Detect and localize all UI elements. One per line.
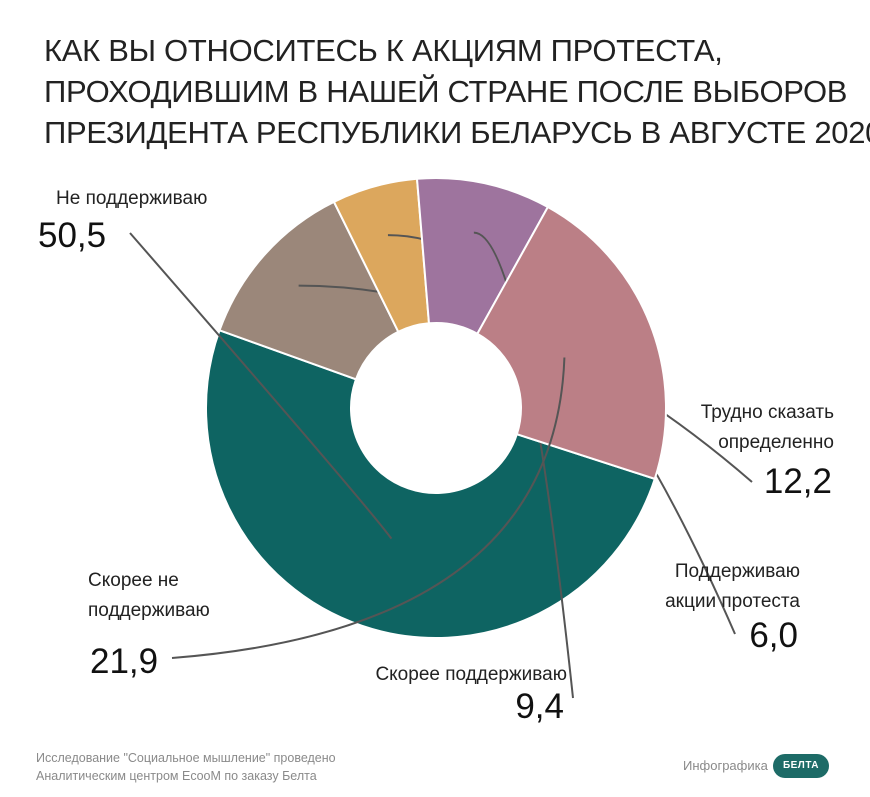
slice-label-line: акции протеста [665,591,800,612]
slice-label-line: Трудно сказать [700,402,834,423]
slice-value-hard-to-say: 12,2 [763,462,832,501]
slice-label-line: Поддерживаю [674,561,800,582]
slice-label-rather-not-support: Скорее не поддерживаю [88,566,210,626]
slice-value-support: 6,0 [749,616,798,655]
source-line: Аналитическим центром EcooM по заказу Бе… [36,769,317,783]
source-note: Исследование "Социальное мышление" прове… [36,749,336,785]
slice-label-line: Скорее не [88,570,179,591]
slice-label-support: Поддерживаю акции протеста [665,557,800,617]
slice-label-line: Не поддерживаю [56,188,208,209]
slice-not-support [205,329,657,639]
slice-label-line: поддерживаю [88,600,210,621]
slice-rather-not-support [475,205,667,481]
title-line: КАК ВЫ ОТНОСИТЕСЬ К АКЦИЯМ ПРОТЕСТА, [44,33,723,68]
source-line: Исследование "Социальное мышление" прове… [36,751,336,765]
slice-label-line: Скорее поддерживаю [375,664,567,685]
title-line: ПРЕЗИДЕНТА РЕСПУБЛИКИ БЕЛАРУСЬ В АВГУСТЕ… [44,115,870,150]
slice-label-rather-support: Скорее поддерживаю [375,660,567,690]
slice-label-hard-to-say: Трудно сказать определенно [701,398,834,458]
chart-title: КАК ВЫ ОТНОСИТЕСЬ К АКЦИЯМ ПРОТЕСТА, ПРО… [44,30,870,153]
belta-logo: БЕЛТА [773,754,829,778]
slice-hard-to-say [218,200,400,381]
leader-line-not-support [129,232,393,540]
title-line: ПРОХОДИВШИМ В НАШЕЙ СТРАНЕ ПОСЛЕ ВЫБОРОВ [44,74,848,109]
slice-value-not-support: 50,5 [38,216,107,255]
slice-value-rather-not-support: 21,9 [90,642,159,681]
leader-line-rather-not-support [171,357,566,659]
infographic-label: Инфографика [683,758,768,773]
slice-value-rather-support: 9,4 [515,687,564,726]
slice-label-line: определенно [718,432,834,453]
slice-label-not-support: Не поддерживаю [56,184,207,214]
